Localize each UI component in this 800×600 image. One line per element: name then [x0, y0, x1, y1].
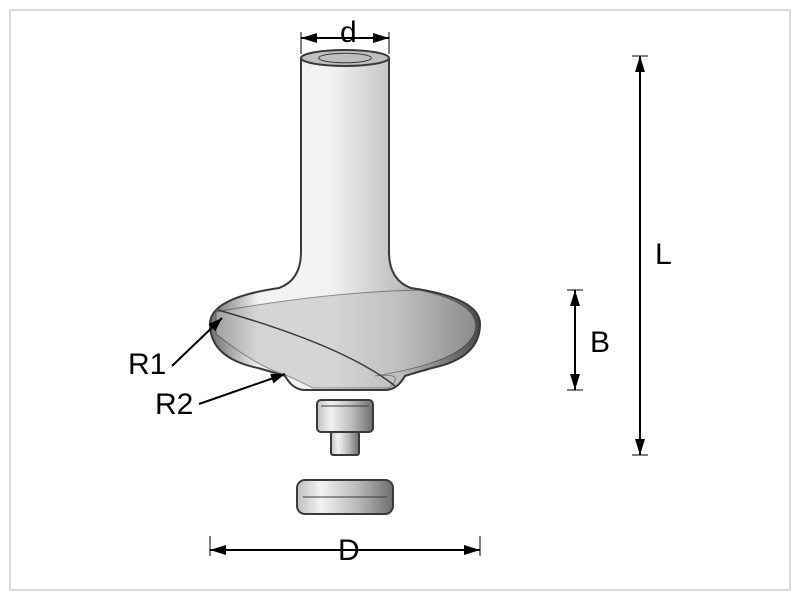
label-L: L	[655, 238, 672, 272]
dim-arrowhead	[635, 56, 645, 72]
label-R2: R2	[155, 388, 193, 422]
shank-top-face	[301, 50, 389, 66]
retaining-nut	[331, 432, 359, 455]
dim-arrowhead	[570, 374, 580, 390]
leader-R2-arrow	[270, 374, 285, 383]
dim-arrowhead	[635, 439, 645, 455]
dim-arrowhead	[210, 545, 226, 555]
diagram-canvas	[0, 0, 800, 600]
label-D: D	[338, 534, 360, 568]
label-R1: R1	[128, 348, 166, 382]
dim-arrowhead	[373, 33, 389, 43]
pilot-bearing	[317, 400, 373, 432]
label-d: d	[340, 16, 357, 50]
label-B: B	[590, 326, 610, 360]
dim-arrowhead	[301, 33, 317, 43]
dim-arrowhead	[570, 290, 580, 306]
dim-arrowhead	[464, 545, 480, 555]
